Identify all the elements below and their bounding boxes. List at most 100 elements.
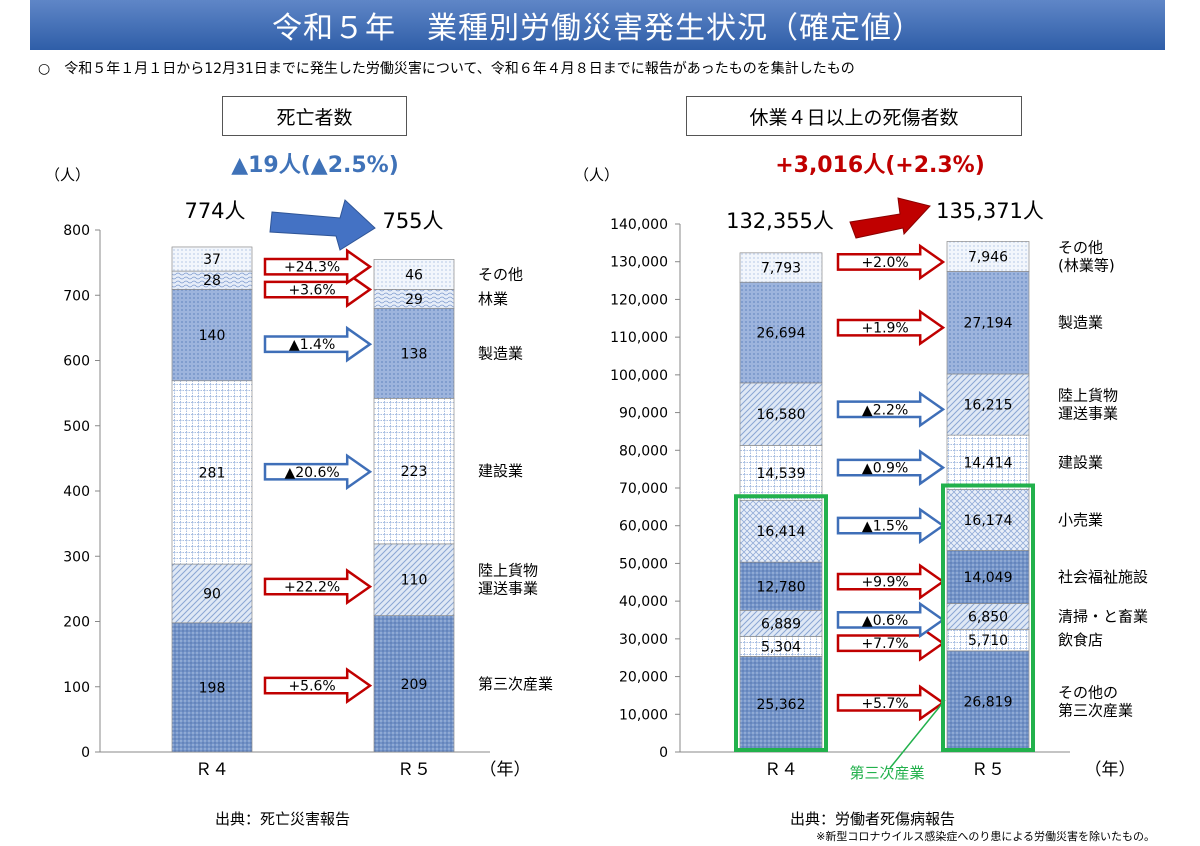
left-chart: 0100200300400500600700800（人）（年）198902811… — [45, 166, 553, 780]
left-change-text: ▲19人(▲2.5%) — [231, 153, 399, 178]
y-tick-label: 110,000 — [610, 330, 668, 346]
group-pointer-line — [889, 699, 946, 769]
big-red-arrow — [849, 197, 931, 239]
change-arrow: +2.0% — [836, 243, 946, 281]
bar-segment — [373, 307, 455, 399]
data-label: 26,694 — [757, 326, 806, 342]
change-arrow-label: +5.7% — [861, 696, 908, 712]
right-chart: 0 10,000 20,000 30,000 40,000 50,000 60,000 70,… — [574, 166, 1148, 780]
data-label: 37 — [203, 252, 221, 268]
change-arrow: ▲1.5% — [836, 507, 946, 545]
group-box-third-sector — [941, 483, 1035, 752]
series-label: 林業 — [478, 290, 508, 308]
change-arrow-label: +3.6% — [288, 283, 335, 299]
data-label: 46 — [405, 267, 423, 283]
group-label: 第三次産業 — [849, 764, 924, 782]
y-tick-label: 100 — [63, 680, 90, 696]
series-label: その他の第三次産業 — [1058, 683, 1133, 719]
data-label: 14,414 — [964, 455, 1013, 471]
y-axis-label: （人） — [574, 166, 619, 184]
bar-segment — [946, 241, 1030, 272]
big-blue-arrow — [269, 199, 376, 251]
change-arrow-label: ▲1.4% — [289, 337, 335, 353]
bar-segment — [946, 550, 1030, 604]
change-arrow-label: +24.3% — [284, 260, 340, 276]
y-tick-label: 100,000 — [610, 368, 668, 384]
y-tick-label: 140,000 — [610, 217, 668, 233]
change-arrow: ▲0.9% — [836, 449, 946, 486]
change-arrow: ▲2.2% — [836, 390, 946, 428]
series-label: 陸上貨物運送事業 — [478, 562, 538, 598]
total-label: 755人 — [382, 209, 443, 233]
left-source: 出典：死亡災害報告 — [215, 810, 351, 828]
change-arrow: +1.9% — [836, 309, 946, 347]
category-label: Ｒ５ — [971, 760, 1005, 780]
right-change-text: +3,016人(+2.3%) — [775, 153, 985, 178]
y-tick-label: 50,000 — [619, 556, 668, 572]
category-label: Ｒ５ — [397, 760, 431, 780]
y-axis-label: （人） — [45, 166, 90, 184]
bar-segment — [373, 397, 455, 545]
y-tick-label: 300 — [63, 549, 90, 565]
change-arrow: +22.2% — [263, 568, 373, 605]
bar-segment — [739, 610, 823, 637]
y-tick-label: 0 — [659, 745, 668, 761]
data-label: 16,414 — [757, 524, 806, 540]
change-arrow-label: +7.7% — [861, 636, 908, 652]
series-label: その他(林業等) — [1058, 238, 1115, 274]
change-arrow-shape — [836, 309, 946, 347]
series-label: 建設業 — [1058, 453, 1103, 471]
y-tick-label: 80,000 — [619, 443, 668, 459]
left-header-box: 死亡者数 — [222, 96, 407, 136]
bar-segment — [946, 603, 1030, 630]
change-arrow: ▲20.6% — [263, 453, 373, 491]
data-label: 16,174 — [964, 513, 1013, 529]
change-arrow: +5.7% — [836, 684, 946, 722]
series-label: 第三次産業 — [478, 675, 553, 693]
y-tick-label: 200 — [63, 615, 90, 631]
series-label: 陸上貨物運送事業 — [1058, 387, 1118, 423]
data-label: 5,710 — [968, 633, 1008, 649]
change-arrow-shape — [836, 449, 946, 486]
category-label: Ｒ４ — [195, 760, 229, 780]
y-tick-label: 600 — [63, 354, 90, 370]
y-tick-label: 60,000 — [619, 519, 668, 535]
bar-segment — [373, 259, 455, 290]
change-arrow-label: ▲20.6% — [284, 465, 339, 481]
series-label: 小売業 — [1058, 511, 1103, 529]
x-axis-label: （年） — [1085, 760, 1136, 780]
y-tick-label: 700 — [63, 288, 90, 304]
category-label: Ｒ４ — [764, 760, 798, 780]
y-tick-label: 400 — [63, 484, 90, 500]
data-label: 29 — [405, 292, 423, 308]
y-tick-label: 20,000 — [619, 670, 668, 686]
change-arrow-shape — [263, 568, 373, 605]
data-label: 7,793 — [761, 261, 801, 277]
data-label: 6,850 — [968, 609, 1008, 625]
y-tick-label: 130,000 — [610, 255, 668, 271]
change-arrow-shape — [263, 325, 373, 363]
change-arrow-label: +9.9% — [861, 575, 908, 591]
change-arrow-shape — [836, 601, 946, 639]
change-arrow: +5.6% — [263, 667, 373, 705]
change-arrow-label: +22.2% — [284, 580, 340, 596]
right-header-label: 休業４日以上の死傷者数 — [749, 106, 959, 129]
bar-segment — [946, 373, 1030, 436]
y-tick-label: 800 — [63, 223, 90, 239]
note-text: ○ 令和５年１月１日から12月31日までに発生した労働災害について、令和６年４月… — [38, 61, 855, 77]
data-label: 28 — [203, 273, 221, 289]
total-label: 774人 — [184, 199, 245, 223]
series-label: 建設業 — [478, 462, 523, 480]
y-tick-label: 10,000 — [619, 707, 668, 723]
data-label: 7,946 — [968, 249, 1008, 265]
series-label: 製造業 — [478, 344, 523, 362]
data-label: 90 — [203, 586, 221, 602]
change-arrow: ▲0.6% — [836, 601, 946, 639]
change-arrow-label: +1.9% — [861, 321, 908, 337]
change-arrow-label: +2.0% — [861, 255, 908, 271]
change-arrow-label: ▲0.6% — [862, 613, 908, 629]
y-tick-label: 500 — [63, 419, 90, 435]
group-box-third-sector — [734, 494, 828, 753]
right-source: 出典：労働者死傷病報告 — [790, 810, 956, 828]
